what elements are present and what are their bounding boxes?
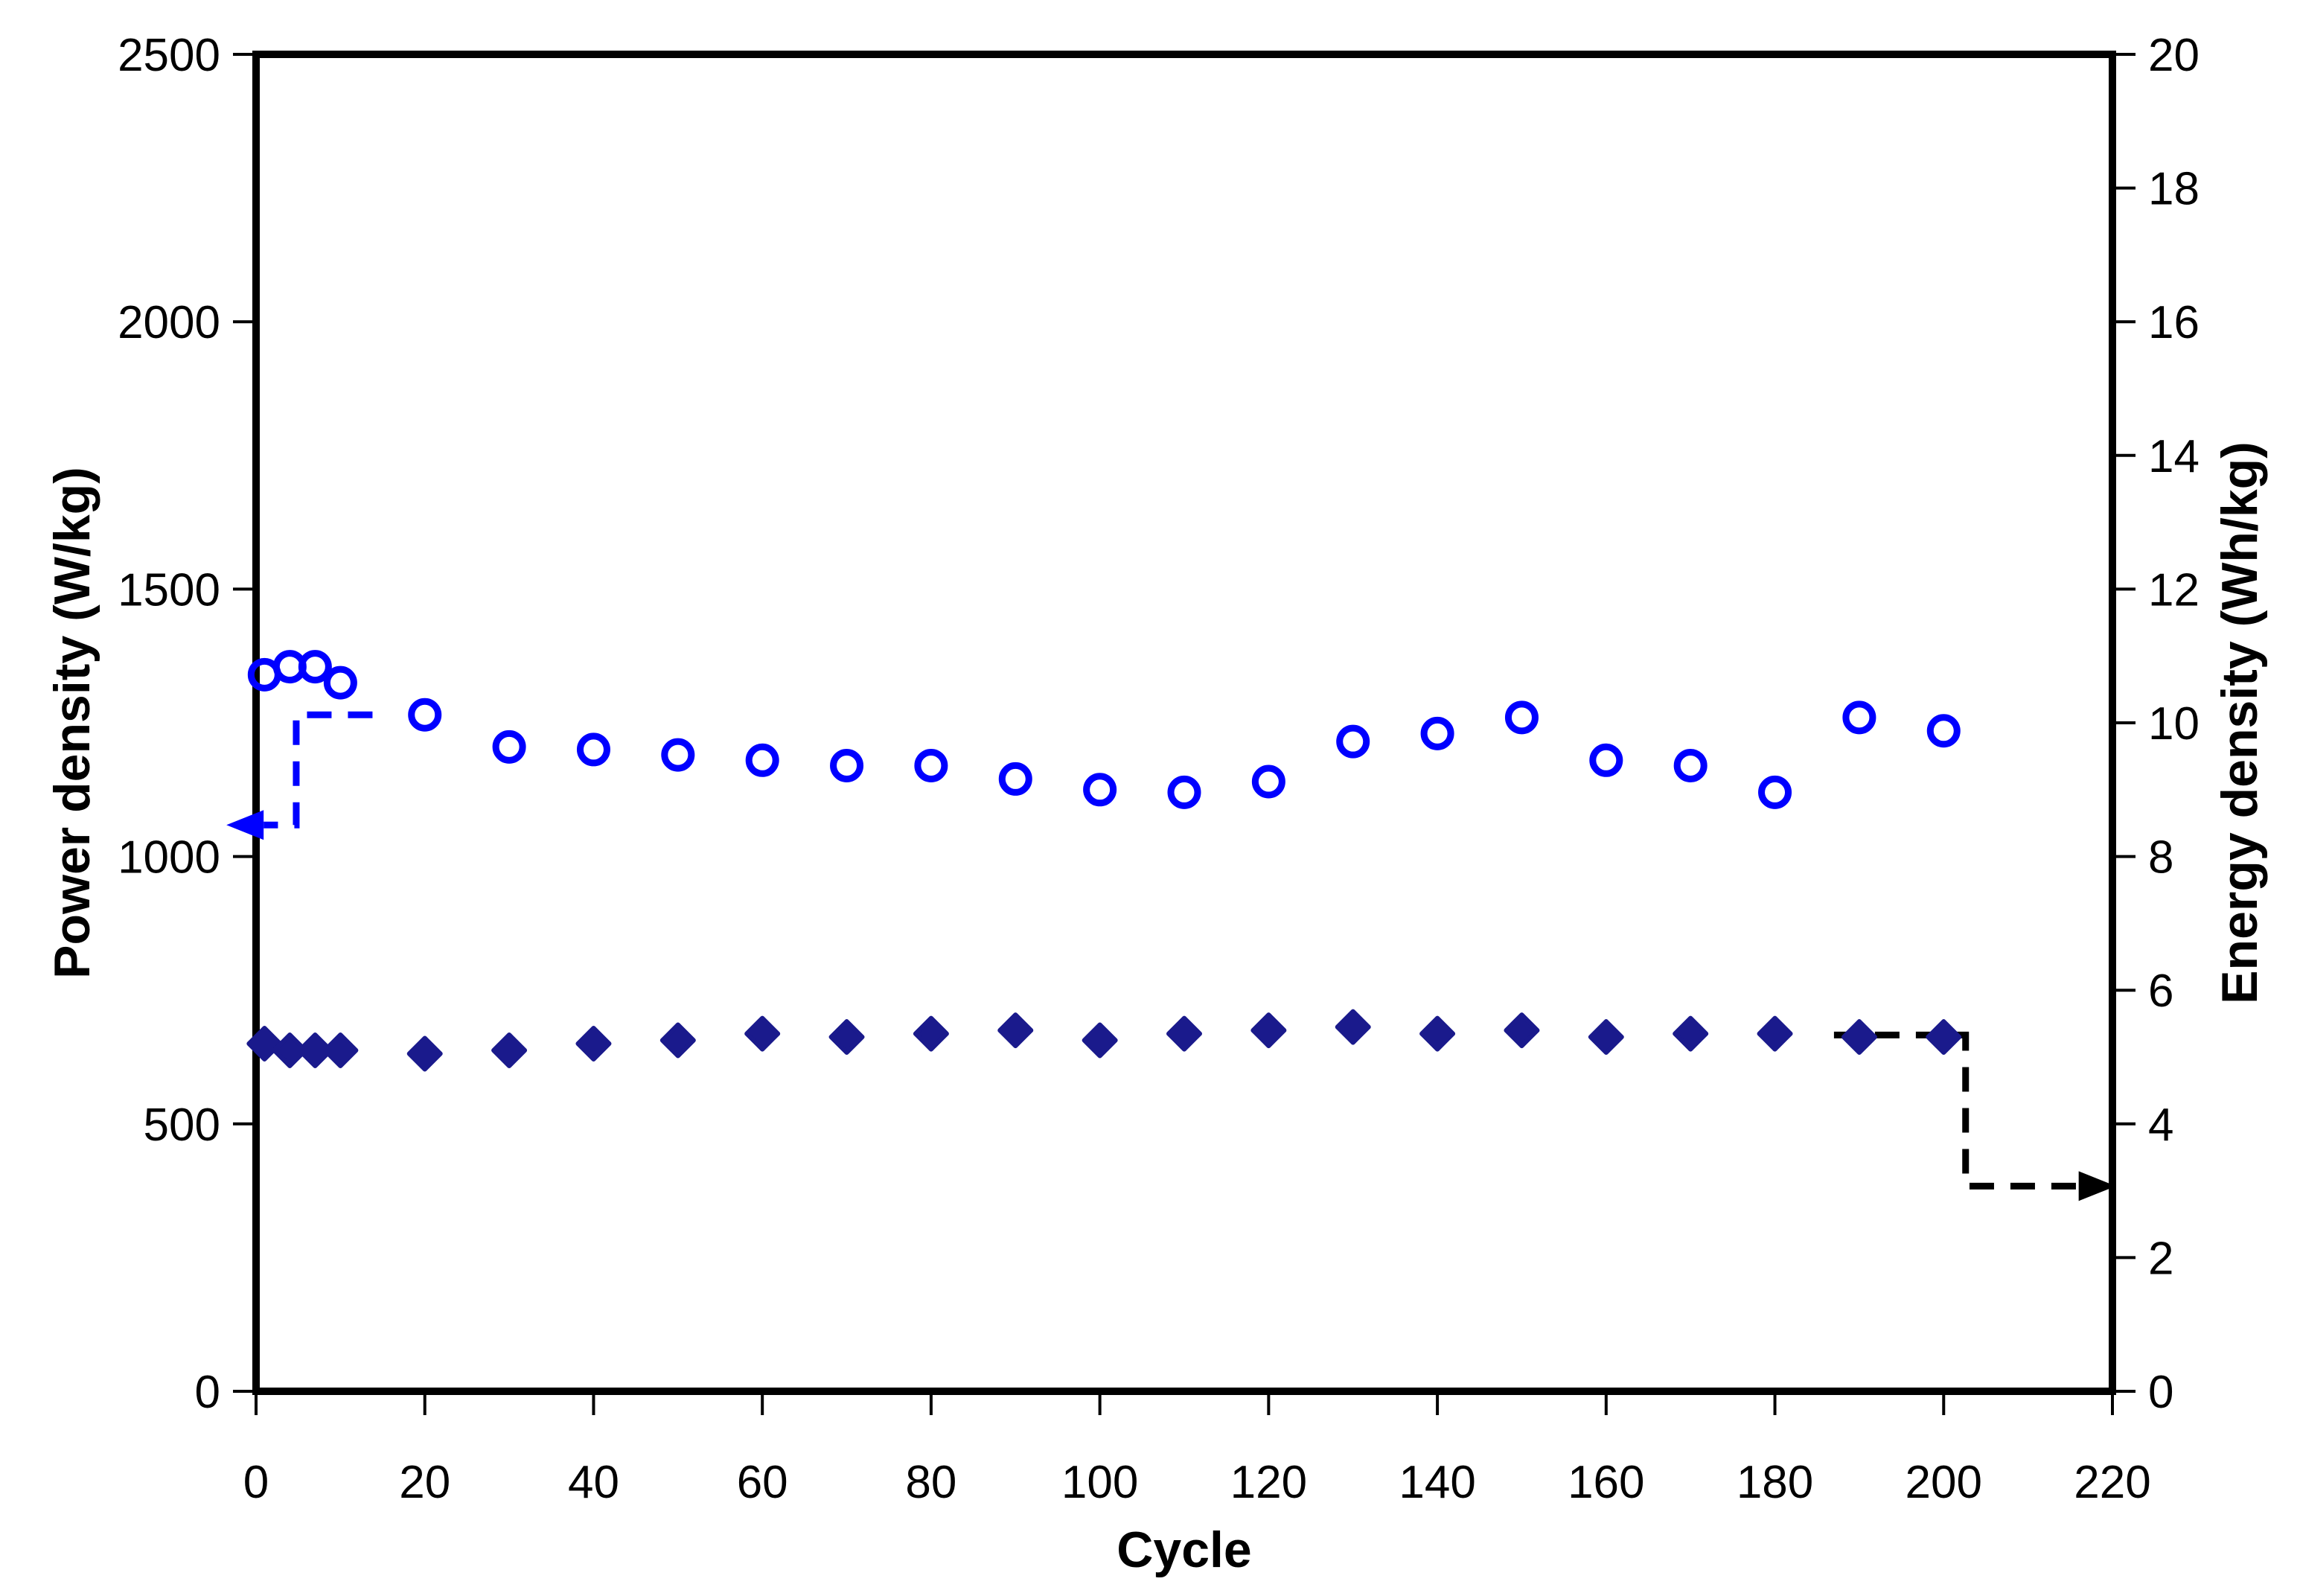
energy-density-point	[1926, 1019, 1962, 1056]
left-tick-label: 1000	[118, 832, 220, 884]
right-tick-label: 20	[2148, 30, 2200, 81]
right-tick-label: 16	[2148, 297, 2200, 348]
x-axis-title: Cycle	[1117, 1522, 1251, 1578]
left-tick-label: 2000	[118, 297, 220, 348]
right-axis-title: Energy density (Wh/kg)	[2211, 441, 2268, 1004]
power-density-point	[1420, 716, 1454, 750]
right-tick-label: 10	[2148, 698, 2200, 750]
energy-density-point	[491, 1032, 528, 1069]
power-density-point	[1926, 714, 1961, 748]
energy-density-point	[1841, 1019, 1877, 1056]
x-tick-label: 0	[243, 1457, 269, 1508]
power-density-point	[323, 665, 357, 700]
left-tick-label: 0	[195, 1367, 220, 1418]
x-tick-label: 200	[1906, 1457, 1982, 1508]
power-density-point	[1842, 700, 1876, 735]
x-tick-label: 140	[1399, 1457, 1475, 1508]
power-density-point	[745, 743, 779, 777]
power-density-point	[1673, 748, 1708, 782]
x-tick-label: 80	[905, 1457, 956, 1508]
data-series-markers	[246, 650, 1962, 1072]
energy-density-point	[659, 1022, 696, 1059]
energy-density-point	[272, 1032, 308, 1069]
series-energy-density	[246, 1009, 1962, 1072]
power-density-point	[492, 730, 526, 764]
x-tick-label: 60	[737, 1457, 788, 1508]
x-tick-label: 120	[1230, 1457, 1307, 1508]
right-tick-label: 8	[2148, 832, 2173, 884]
power-density-point	[1758, 775, 1792, 809]
energy-density-point	[406, 1035, 443, 1072]
energy-density-point	[1504, 1012, 1540, 1049]
power-density-point	[1504, 700, 1539, 735]
energy-density-point	[1588, 1019, 1624, 1056]
left-tick-label: 1500	[118, 564, 220, 616]
energy-density-point	[913, 1015, 949, 1052]
right-tick-label: 12	[2148, 564, 2200, 616]
energy-density-point	[1250, 1012, 1287, 1049]
right-tick-label: 18	[2148, 164, 2200, 215]
energy-density-point	[997, 1012, 1034, 1049]
power-density-point	[661, 738, 695, 772]
power-density-point	[1251, 765, 1285, 799]
power-density-point	[998, 762, 1032, 796]
energy-density-point	[1757, 1015, 1793, 1052]
power-density-point	[914, 748, 948, 782]
x-tick-label: 40	[568, 1457, 619, 1508]
x-tick-label: 220	[2074, 1457, 2150, 1508]
energy-density-point	[1166, 1015, 1202, 1052]
right-tick-label: 0	[2148, 1367, 2173, 1418]
energy-density-point	[322, 1032, 359, 1069]
left-axis-title: Power density (W/kg)	[44, 467, 100, 979]
energy-density-point	[1335, 1009, 1371, 1045]
power-density-point	[298, 650, 332, 684]
power-to-left-axis-arrow	[263, 711, 373, 829]
x-tick-label: 20	[399, 1457, 450, 1508]
power-density-point	[1167, 775, 1201, 809]
power-density-point	[576, 732, 610, 767]
axes-frame-and-ticks: 0 20 40 60 80 100 120 140 160 180 200 2200500100015…	[118, 30, 2200, 1508]
energy-density-point	[1673, 1015, 1709, 1052]
energy-density-point	[744, 1015, 781, 1052]
power-density-point	[1336, 724, 1370, 759]
power-density-point	[830, 748, 864, 782]
power-density-point	[408, 698, 442, 732]
x-tick-label: 160	[1568, 1457, 1644, 1508]
right-tick-label: 6	[2148, 965, 2173, 1017]
dashed-arrow-annotations	[226, 711, 2116, 1201]
right-tick-label: 2	[2148, 1233, 2173, 1284]
energy-density-point	[1419, 1015, 1456, 1052]
energy-to-right-axis-arrow-head	[2078, 1171, 2116, 1201]
series-power-density	[247, 650, 1961, 809]
energy-density-point	[575, 1026, 612, 1062]
power-to-left-axis-arrow-head	[226, 810, 264, 840]
power-density-point	[1589, 743, 1623, 777]
power-density-point	[1083, 773, 1117, 807]
energy-density-point	[828, 1019, 865, 1056]
right-tick-label: 4	[2148, 1099, 2173, 1151]
left-tick-label: 2500	[118, 30, 220, 81]
x-tick-label: 180	[1737, 1457, 1813, 1508]
plot-frame	[252, 51, 2116, 1395]
energy-to-right-axis-arrow	[1833, 1031, 2079, 1190]
energy-density-point	[1082, 1022, 1118, 1059]
x-tick-label: 100	[1061, 1457, 1138, 1508]
left-tick-label: 500	[144, 1099, 220, 1151]
right-tick-label: 14	[2148, 431, 2200, 482]
energy-density-point	[297, 1032, 333, 1069]
